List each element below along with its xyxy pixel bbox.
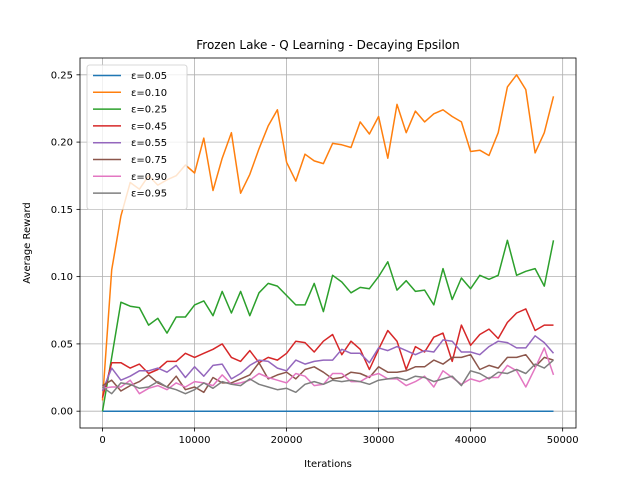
- y-tick-label: 0.05: [51, 339, 73, 350]
- x-tick-label: 50000: [547, 435, 579, 446]
- legend-label: ε=0.10: [131, 88, 167, 99]
- y-tick-label: 0.10: [51, 272, 73, 283]
- y-tick-label: 0.25: [51, 70, 73, 81]
- legend-label: ε=0.90: [131, 172, 167, 183]
- y-axis-label: Average Reward: [22, 202, 33, 283]
- plot-frame: [79, 57, 577, 429]
- x-tick-label: 20000: [271, 435, 303, 446]
- legend-label: ε=0.95: [131, 189, 167, 200]
- legend-frame: [86, 64, 188, 210]
- series-line-3: [101, 308, 554, 398]
- legend-label: ε=0.55: [131, 138, 167, 149]
- x-tick-label: 30000: [363, 435, 395, 446]
- legend-label: ε=0.45: [131, 121, 167, 132]
- series-line-4: [101, 335, 555, 392]
- legend-label: ε=0.25: [131, 105, 167, 116]
- chart-title: Frozen Lake - Q Learning - Decaying Epsi…: [196, 38, 459, 52]
- grid-lines: [80, 58, 576, 428]
- series-line-5: [102, 353, 554, 394]
- x-axis-label: Iterations: [304, 459, 352, 470]
- y-tick-label: 0.15: [51, 205, 73, 216]
- y-axis-ticks: 0.00 0.05 0.10 0.15 0.20 0.25: [51, 70, 80, 418]
- y-tick-label: 0.00: [51, 407, 73, 418]
- legend-label: ε=0.05: [131, 71, 167, 82]
- legend-label: ε=0.75: [131, 155, 167, 166]
- x-tick-label: 10000: [179, 435, 211, 446]
- y-tick-label: 0.20: [51, 138, 73, 149]
- x-axis-ticks: 0 10000 20000 30000 40000 50000: [99, 428, 579, 446]
- series-line-2: [101, 239, 555, 412]
- x-tick-label: 40000: [455, 435, 487, 446]
- legend: ε=0.05 ε=0.10 ε=0.25 ε=0.45 ε=0.55 ε=0.75 ε=0.…: [86, 64, 188, 210]
- series-line-6: [102, 347, 555, 395]
- series-line-7: [102, 359, 554, 395]
- x-tick-label: 0: [99, 435, 105, 446]
